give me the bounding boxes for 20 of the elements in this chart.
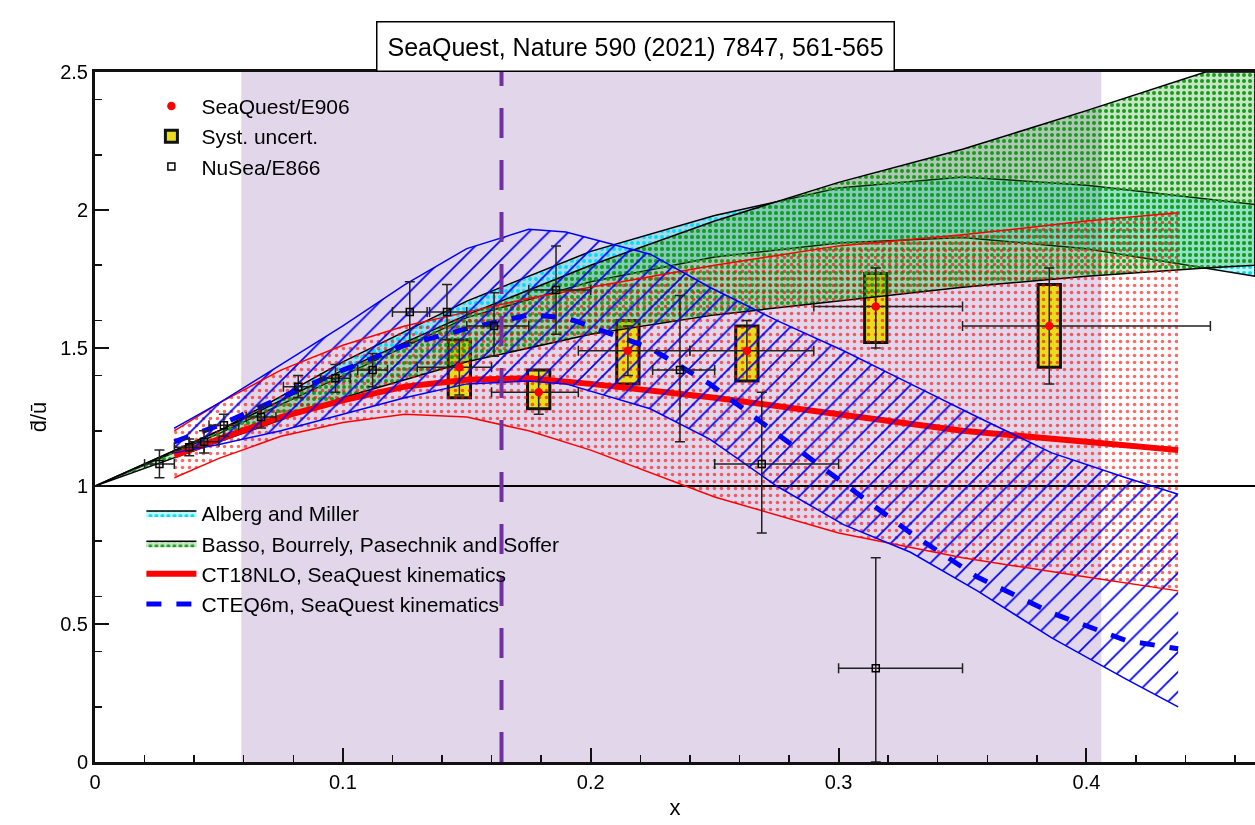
x-tick-label: 0.1 xyxy=(328,771,357,793)
y-tick-label: 0.5 xyxy=(60,613,88,635)
legend-label: CT18NLO, SeaQuest kinematics xyxy=(201,562,507,586)
y-tick-label: 1 xyxy=(76,475,88,497)
legend-label: Syst. uncert. xyxy=(201,125,319,149)
y-tick-label: 1.5 xyxy=(60,337,88,359)
x-tick-label: 0.2 xyxy=(576,771,605,793)
legend-label: Basso, Bourrely, Pasechnik and Soffer xyxy=(201,532,559,556)
legend-label: Alberg and Miller xyxy=(201,502,359,526)
x-tick-label: 0.3 xyxy=(824,771,853,793)
y-tick-label: 0 xyxy=(76,751,88,773)
chart-title: SeaQuest, Nature 590 (2021) 7847, 561-565 xyxy=(387,32,884,61)
legend-label: NuSea/E866 xyxy=(201,155,321,179)
y-tick-label: 2.5 xyxy=(60,61,88,83)
x-tick-label: 0.4 xyxy=(1072,771,1101,793)
y-tick-label: 2 xyxy=(76,199,88,221)
legend-label: SeaQuest/E906 xyxy=(201,95,350,119)
y-axis-title: d̄/ū xyxy=(25,401,51,433)
x-axis-title: x xyxy=(669,794,681,820)
legend-label: CTEQ6m, SeaQuest kinematics xyxy=(201,593,500,617)
